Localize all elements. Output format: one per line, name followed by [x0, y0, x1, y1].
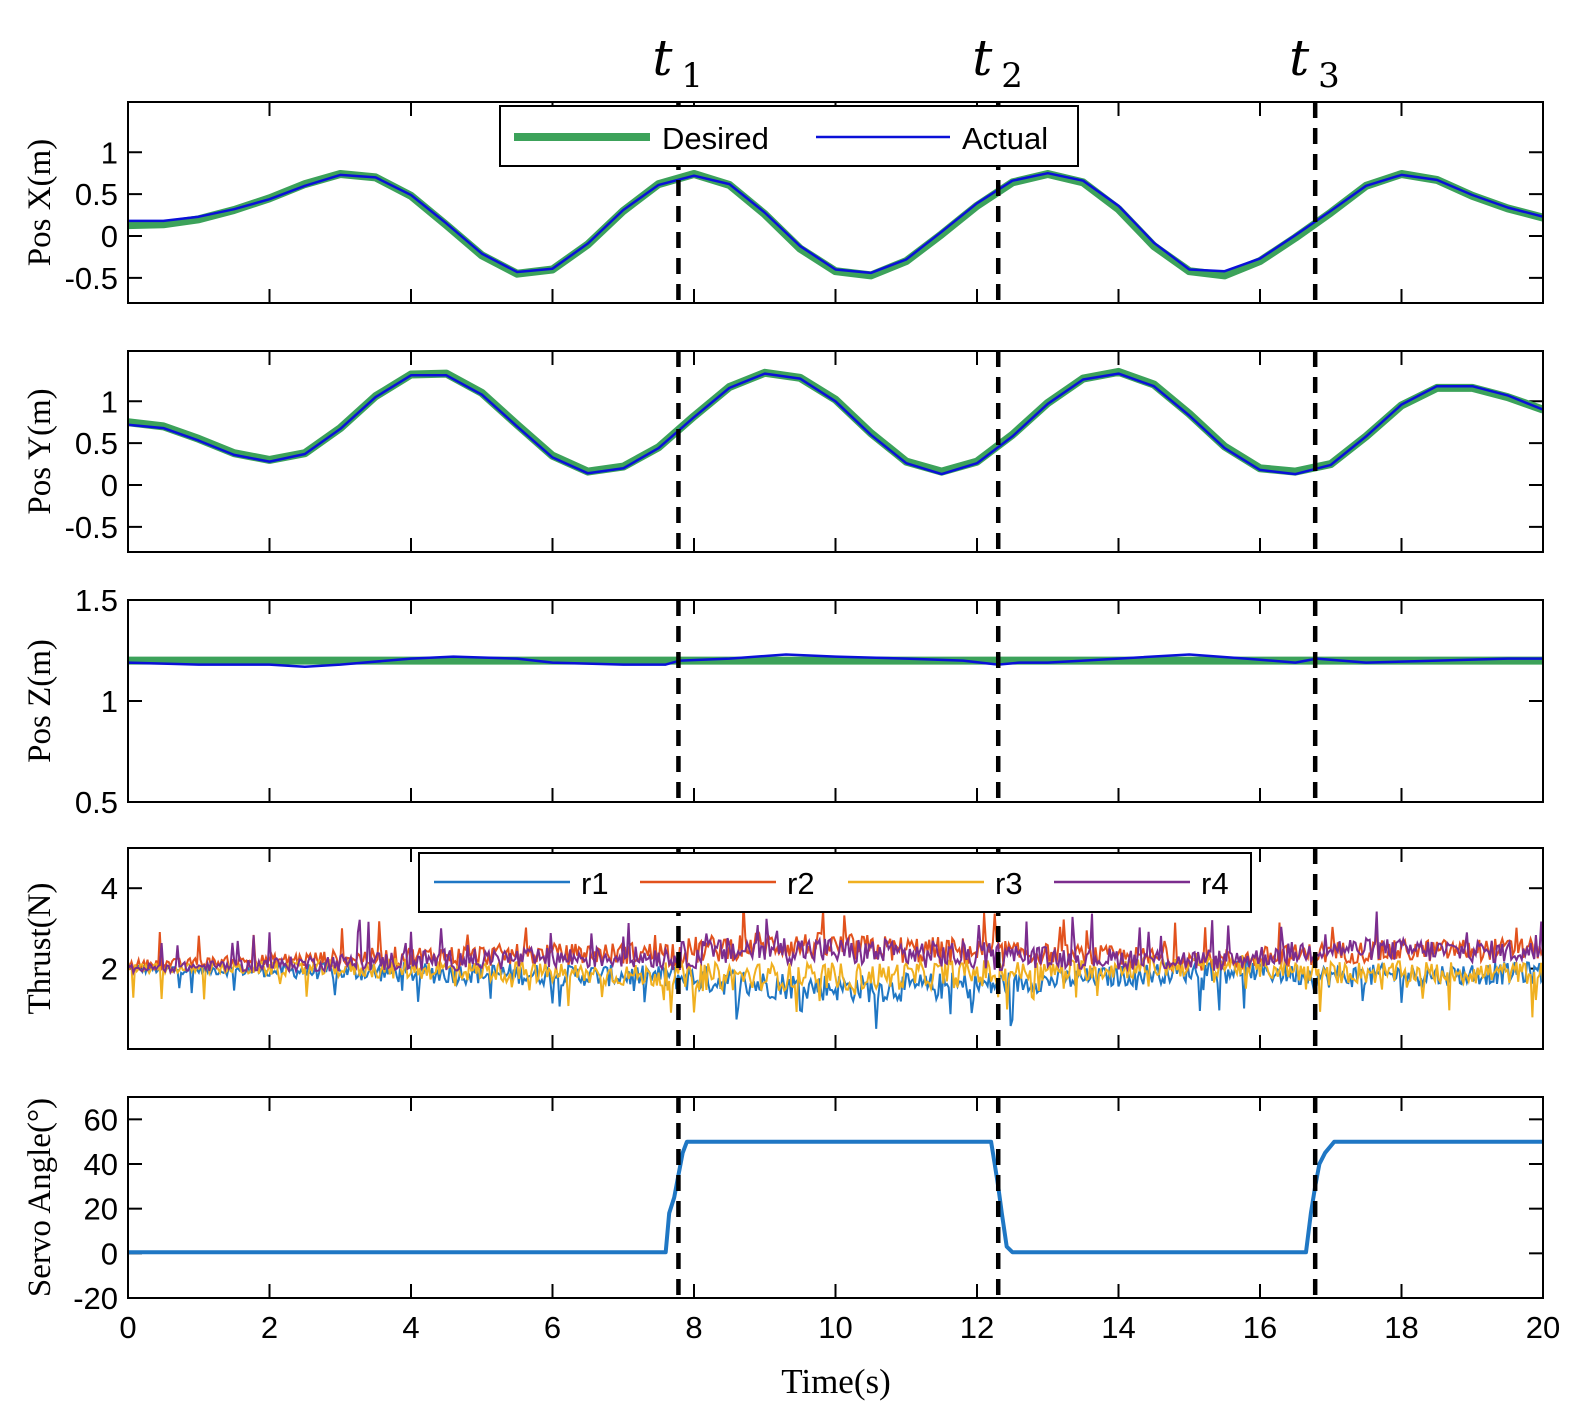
ytick-label-thrust: 2 — [101, 952, 118, 987]
time-marker-label-2: t — [972, 29, 993, 87]
y-axis-label-posy: Pos Y(m) — [22, 388, 58, 514]
series-line-actual — [128, 171, 1543, 275]
data-servo — [128, 1139, 1543, 1255]
data-posx — [128, 170, 1543, 280]
time-marker-label-3: t — [1289, 29, 1310, 87]
xtick-label: 8 — [685, 1310, 702, 1345]
subplot-panels: -0.5 0 0.5 1 Pos X(m) Desired Actual -0.5 0 0.5 1 P… — [22, 101, 1560, 1345]
ytick-label-posx: 0.5 — [75, 177, 118, 212]
legend-thrust: r1 r2 r3 r4 — [418, 852, 1252, 913]
ytick-label-posz: 1.5 — [75, 583, 118, 618]
xtick-label: 2 — [261, 1310, 278, 1345]
ytick-label-posy: 0.5 — [75, 426, 118, 461]
legend-label-r3: r3 — [995, 866, 1023, 901]
data-posz — [128, 653, 1543, 668]
axes-frame-posx — [127, 101, 1544, 304]
panel-posz: 0.5 1 1.5 Pos Z(m) — [22, 583, 1544, 820]
ytick-label-posz: 0.5 — [75, 785, 118, 820]
xtick-label: 18 — [1384, 1310, 1418, 1345]
ytick-label-servo: 60 — [84, 1102, 118, 1137]
time-marker-subscript-1: 1 — [681, 56, 703, 96]
xtick-label: 14 — [1101, 1310, 1135, 1345]
time-marker-subscript-2: 2 — [1001, 56, 1023, 96]
legend-label-r2: r2 — [787, 866, 815, 901]
axes-frame-posz — [127, 599, 1544, 803]
y-axis-label-servo: Servo Angle(°) — [22, 1098, 58, 1297]
series-line-actual — [128, 372, 1543, 476]
ytick-label-thrust: 4 — [101, 871, 118, 906]
ytick-label-servo: 40 — [84, 1147, 118, 1182]
data-thrust — [128, 902, 1543, 1029]
xtick-label: 10 — [818, 1310, 852, 1345]
legend-label-actual: Actual — [962, 121, 1048, 156]
axes-frame-posy — [127, 350, 1544, 553]
ytick-label-posy: 0 — [101, 468, 118, 503]
time-marker-subscript-3: 3 — [1318, 56, 1340, 96]
xtick-label: 16 — [1243, 1310, 1277, 1345]
xtick-label: 6 — [544, 1310, 561, 1345]
ytick-label-posy: 1 — [101, 384, 118, 419]
series-line-r4 — [128, 911, 1543, 976]
xtick-label: 0 — [119, 1310, 136, 1345]
series-line-desired — [128, 170, 1543, 280]
series-line-servo — [128, 1139, 1543, 1255]
xtick-label: 12 — [960, 1310, 994, 1345]
panel-thrust: 2 4 Thrust(N) r1 r2 r3 r4 — [22, 847, 1544, 1050]
legend-label-r1: r1 — [581, 866, 609, 901]
ytick-label-servo: 0 — [101, 1236, 118, 1271]
axes-frame-thrust — [127, 847, 1544, 1050]
xtick-label: 4 — [402, 1310, 419, 1345]
ytick-label-posx: -0.5 — [65, 261, 118, 296]
y-axis-label-posz: Pos Z(m) — [22, 639, 58, 763]
series-line-r3 — [128, 953, 1543, 1018]
legend-posx: Desired Actual — [499, 105, 1079, 167]
ytick-label-servo: -20 — [73, 1281, 118, 1316]
xtick-label: 20 — [1526, 1310, 1560, 1345]
legend-label-r4: r4 — [1201, 866, 1229, 901]
legend-label-desired: Desired — [662, 121, 769, 156]
axes-frame-servo — [127, 1096, 1544, 1299]
ytick-label-posz: 1 — [101, 684, 118, 719]
series-line-actual — [128, 653, 1543, 668]
ytick-label-posx: 0 — [101, 219, 118, 254]
series-line-desired — [128, 367, 1543, 476]
ytick-label-posy: -0.5 — [65, 510, 118, 545]
panel-posy: -0.5 0 0.5 1 Pos Y(m) — [22, 350, 1544, 553]
time-marker-label-1: t — [652, 29, 673, 87]
x-axis-label: Time(s) — [781, 1362, 891, 1401]
data-posy — [128, 367, 1543, 476]
ytick-label-posx: 1 — [101, 135, 118, 170]
y-axis-label-thrust: Thrust(N) — [22, 883, 58, 1015]
ytick-label-servo: 20 — [84, 1192, 118, 1227]
y-axis-label-posx: Pos X(m) — [22, 139, 58, 266]
panel-posx: -0.5 0 0.5 1 Pos X(m) Desired Actual — [22, 101, 1544, 304]
